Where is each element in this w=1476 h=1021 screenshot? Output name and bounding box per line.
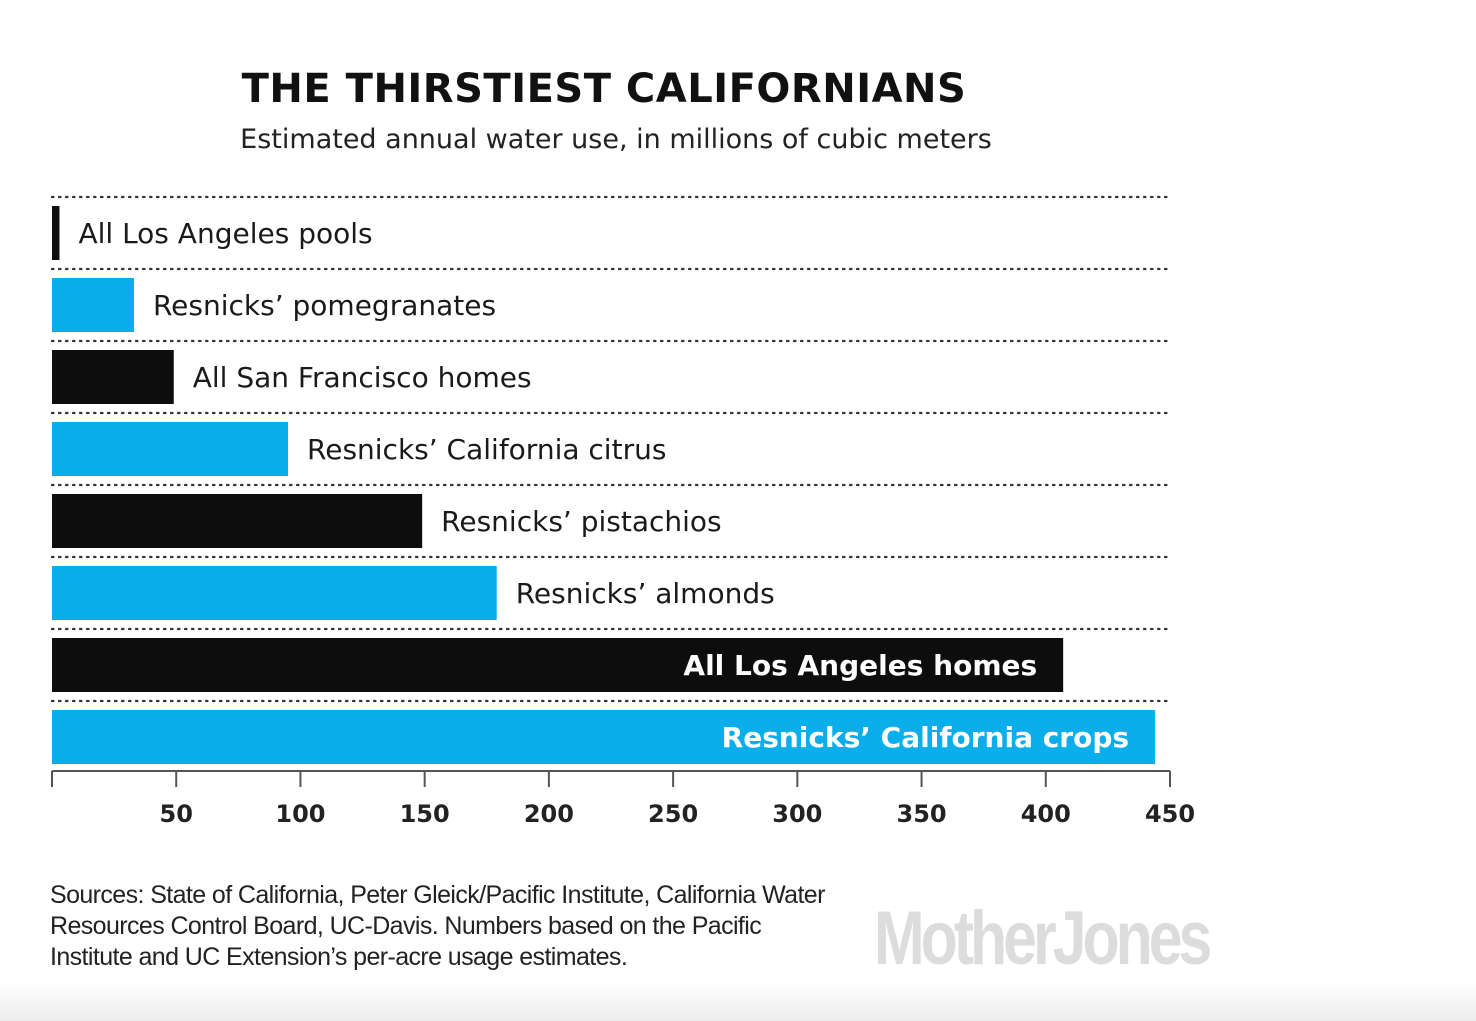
x-tick-label: 150 (400, 800, 450, 828)
bar-label: Resnicks’ California citrus (307, 433, 666, 466)
bar-chart: All Los Angeles pools Resnicks’ pomegrana… (50, 195, 1195, 828)
bar (52, 350, 174, 404)
bottom-band (0, 981, 1476, 1021)
bar-label: Resnicks’ pomegranates (153, 289, 496, 322)
sources-note: Sources: State of California, Peter Glei… (50, 881, 825, 971)
x-tick-label: 300 (772, 800, 822, 828)
bar-label: Resnicks’ almonds (516, 577, 775, 610)
x-tick-label: 50 (160, 800, 193, 828)
bar-label: All Los Angeles homes (683, 649, 1037, 682)
bar (52, 566, 497, 620)
bar-label: All Los Angeles pools (78, 217, 372, 250)
bar (52, 638, 1064, 692)
chart-subtitle: Estimated annual water use, in millions … (240, 124, 992, 155)
bar (52, 278, 134, 332)
x-tick-label: 450 (1145, 800, 1195, 828)
bar-label: Resnicks’ California crops (722, 721, 1129, 754)
bar-label: Resnicks’ pistachios (441, 505, 721, 538)
bar (52, 206, 60, 260)
x-tick-label: 100 (275, 800, 325, 828)
x-tick-label: 200 (524, 800, 574, 828)
mother-jones-logo: MotherJones (874, 896, 1212, 981)
x-tick-label: 400 (1021, 800, 1071, 828)
bar (52, 710, 1156, 764)
chart-title: THE THIRSTIEST CALIFORNIANS (241, 66, 967, 112)
bar (52, 494, 423, 548)
bar-label: All San Francisco homes (193, 361, 532, 394)
x-tick-label: 250 (648, 800, 698, 828)
bar (52, 422, 289, 476)
x-tick-label: 350 (897, 800, 947, 828)
